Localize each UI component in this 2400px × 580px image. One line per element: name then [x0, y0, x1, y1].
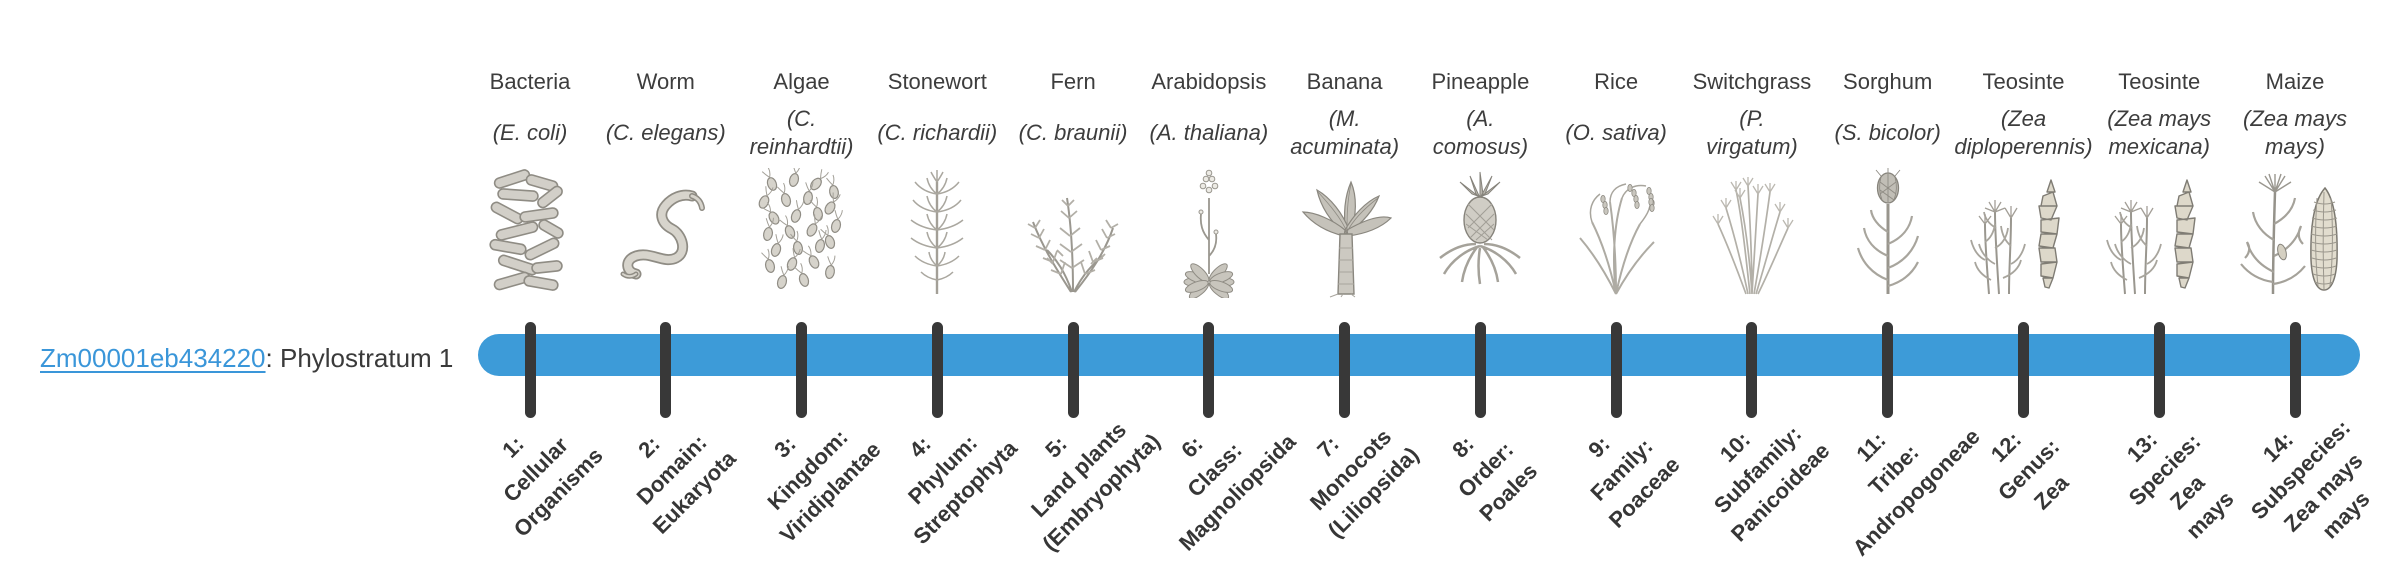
organism-scientific-name: (E. coli) — [492, 120, 568, 145]
stratum-tick-label: 1: Cellular Organisms — [497, 431, 608, 542]
stratum-column: Fern (C. braunii) 5: Land plants (Embryo… — [998, 0, 1165, 580]
stratum-column: Sorghum (S. bicolor) 11: Tribe: Andropog… — [1813, 0, 1985, 580]
bacteria-icon — [470, 168, 590, 298]
organism-illustration — [2235, 168, 2355, 298]
organism-common-name: Sorghum — [1843, 69, 1933, 94]
teosinte-icon — [1963, 168, 2083, 298]
organism-common-name: Algae — [773, 69, 830, 94]
teosinte-icon — [2099, 168, 2219, 298]
organism-illustration — [2099, 168, 2219, 298]
algae-icon — [742, 168, 862, 298]
stratum-tick-label: 9: Family: Poaceae — [1583, 431, 1685, 533]
organism-illustration — [877, 168, 997, 298]
organism-scientific-name: (C. braunii) — [1018, 120, 1128, 145]
stratum-tick-label: 8: Order: Poales — [1447, 431, 1543, 527]
organism-common-name: Teosinte — [2118, 69, 2201, 94]
stratum-column: Worm (C. elegans) 2: Domain: Eukaryota — [591, 0, 741, 580]
organism-illustration — [1013, 168, 1133, 298]
organism-illustration — [470, 168, 590, 298]
arabidopsis-icon — [1149, 168, 1269, 298]
organism-scientific-name: (Zea mays mays) — [2243, 106, 2347, 159]
organism-common-name: Fern — [1050, 69, 1096, 94]
gene-id-link[interactable]: Zm00001eb434220 — [40, 343, 266, 373]
organism-illustration — [1149, 168, 1269, 298]
organism-illustration — [1420, 168, 1540, 298]
organism-common-name: Teosinte — [1982, 69, 2065, 94]
fern-icon — [1013, 168, 1133, 298]
organism-scientific-name: (S. bicolor) — [1834, 120, 1941, 145]
stratum-tick-label: 11: Tribe: Andropogoneae — [1847, 423, 1985, 561]
organism-common-name: Worm — [636, 69, 695, 94]
timeline-bar — [478, 334, 2360, 376]
organism-illustration — [1285, 168, 1405, 298]
stratum-column: Arabidopsis (A. thaliana) 6: Class: Magn… — [1134, 0, 1301, 580]
sorghum-icon — [1828, 168, 1948, 298]
stratum-tick-label: 14: Subspecies: Zea mays mays — [2245, 414, 2375, 544]
organism-common-name: Pineapple — [1431, 69, 1530, 94]
maize-icon — [2235, 168, 2355, 298]
organism-common-name: Rice — [1594, 69, 1639, 94]
stratum-column: Algae (C. reinhardtii) 3: Kingdom: Virid… — [727, 0, 886, 580]
organism-illustration — [1556, 168, 1676, 298]
organism-scientific-name: (M. acuminata) — [1290, 106, 1400, 159]
stratum-column: Teosinte (Zea mays mexicana) 13: Species… — [2084, 0, 2239, 580]
stratum-tick-label: 10: Subfamily: Panicoideae — [1708, 420, 1835, 547]
stratum-column: Bacteria (E. coli) 1: Cellular Organisms — [455, 0, 608, 580]
organism-scientific-name: (C. richardii) — [877, 120, 998, 145]
stratum-column: Banana (M. acuminata) 7: Monocots (Lilio… — [1270, 0, 1423, 580]
stratum-tick-label: 7: Monocots (Liliopsida) — [1304, 424, 1424, 543]
organism-scientific-name: (P. virgatum) — [1706, 106, 1798, 159]
stratum-column: Rice (O. sativa) 9: Family: Poaceae — [1541, 0, 1691, 580]
stratum-tick-label: 12: Genus: Zea — [1986, 426, 2074, 515]
organism-illustration — [606, 168, 726, 298]
organism-scientific-name: (A. comosus) — [1432, 106, 1529, 159]
organism-common-name: Switchgrass — [1692, 69, 1812, 94]
stratum-column: Switchgrass (P. virgatum) 10: Subfamily:… — [1677, 0, 1835, 580]
stratum-tick-label: 2: Domain: Eukaryota — [631, 429, 741, 539]
pineapple-icon — [1420, 168, 1540, 298]
organism-common-name: Stonewort — [887, 69, 987, 94]
stratum-column: Teosinte (Zea diploperennis) 12: Genus: … — [1948, 0, 2098, 580]
stratum-column: Pineapple (A. comosus) 8: Order: Poales — [1405, 0, 1555, 580]
organism-scientific-name: (O. sativa) — [1565, 120, 1667, 145]
stratum-tick-label: 6: Class: Magnoliopsida — [1173, 428, 1301, 556]
gene-phylostratum-text: : Phylostratum 1 — [265, 343, 454, 373]
organism-illustration — [1963, 168, 2083, 298]
organism-common-name: Maize — [2265, 69, 2325, 94]
stratum-tick-label: 4: Phylum: Streptophyta — [903, 430, 1023, 550]
stratum-column: Stonewort (C. richardii) 4: Phylum: Stre… — [862, 0, 1022, 580]
banana-icon — [1285, 168, 1405, 298]
organism-scientific-name: (A. thaliana) — [1149, 120, 1269, 145]
organism-scientific-name: (Zea diploperennis) — [1954, 106, 2093, 159]
organism-common-name: Bacteria — [489, 69, 571, 94]
organism-illustration — [1828, 168, 1948, 298]
organism-scientific-name: (C. reinhardtii) — [749, 106, 854, 159]
stratum-tick-label: 13: Species: Zea mays — [2122, 426, 2239, 544]
gene-label: Zm00001eb434220: Phylostratum 1 — [40, 343, 453, 373]
stonewort-icon — [877, 168, 997, 298]
organism-common-name: Arabidopsis — [1151, 69, 1267, 94]
switchgrass-icon — [1692, 168, 1812, 298]
organism-scientific-name: (Zea mays mexicana) — [2107, 106, 2212, 159]
stratum-column: Maize (Zea mays mays) 14: Subspecies: Ze… — [2220, 0, 2375, 580]
worm-icon — [606, 168, 726, 298]
organism-common-name: Banana — [1306, 69, 1383, 94]
organism-scientific-name: (C. elegans) — [605, 120, 726, 145]
rice-icon — [1556, 168, 1676, 298]
organism-illustration — [742, 168, 862, 298]
stratum-tick-label: 3: Kingdom: Viridiplantae — [761, 424, 886, 548]
stratum-tick-label: 5: Land plants (Embryophyta) — [1026, 417, 1166, 556]
organism-illustration — [1692, 168, 1812, 298]
